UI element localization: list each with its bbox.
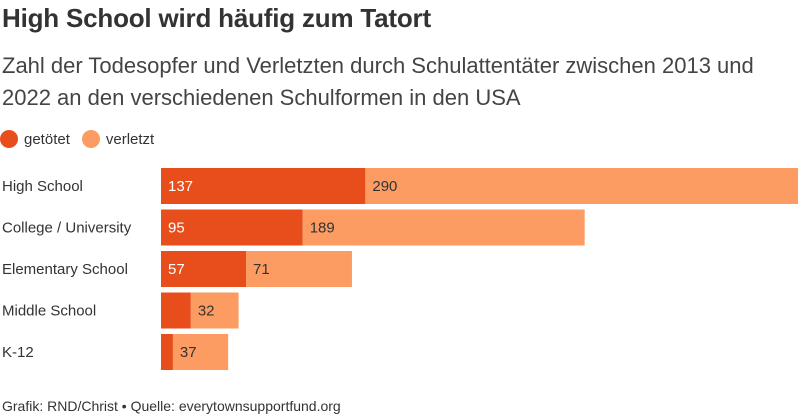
bar-segment <box>302 209 585 246</box>
category-label: High School <box>2 178 83 195</box>
bar-segment <box>246 251 352 287</box>
bar-segment <box>161 334 173 370</box>
footer-credit: Grafik: RND/Christ • Quelle: everytownsu… <box>2 398 341 414</box>
data-label: 189 <box>310 220 335 237</box>
legend: getötet verletzt <box>0 130 166 148</box>
category-label: K-12 <box>2 344 34 361</box>
chart-subtitle: Zahl der Todesopfer und Verletzten durch… <box>2 53 754 110</box>
category-label: College / University <box>2 220 132 237</box>
category-label: Elementary School <box>2 261 128 278</box>
legend-label-injured: verletzt <box>105 130 155 148</box>
legend-label-killed: getötet <box>24 130 70 148</box>
bar-segment <box>161 292 191 329</box>
bar-segment <box>172 334 229 370</box>
data-label: 32 <box>198 303 215 320</box>
data-label: 137 <box>168 178 193 195</box>
bar-segment <box>161 209 303 246</box>
data-label: 290 <box>372 178 397 195</box>
legend-swatch-killed <box>0 130 18 148</box>
bar-segment <box>365 168 798 204</box>
data-label: 57 <box>168 261 185 278</box>
bar-segment <box>161 251 247 287</box>
data-label: 71 <box>253 261 270 278</box>
data-label: 37 <box>180 344 197 361</box>
chart-title: High School wird häufig zum Tatort <box>2 3 431 33</box>
category-label: Middle School <box>2 303 96 320</box>
legend-swatch-injured <box>81 130 100 148</box>
bar-segment <box>161 168 366 204</box>
bar-segment <box>190 292 239 329</box>
legend-item-killed: getötet <box>0 130 70 148</box>
legend-item-injured: verletzt <box>81 130 155 148</box>
data-label: 95 <box>168 220 185 237</box>
